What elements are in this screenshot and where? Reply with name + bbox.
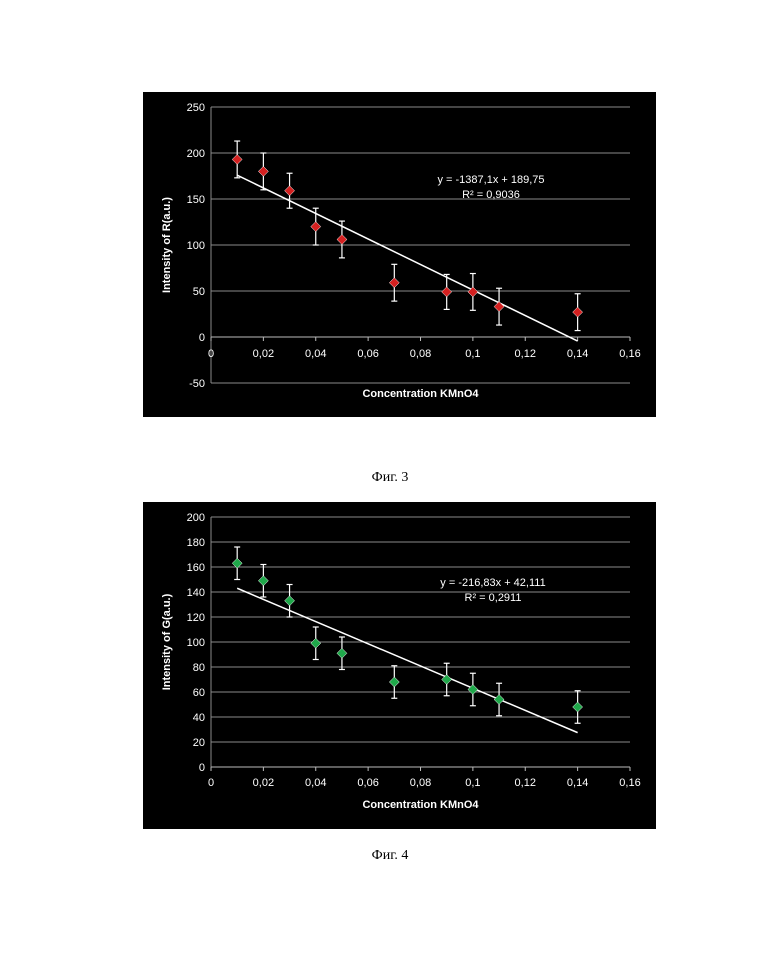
y-tick-label: 100 xyxy=(187,637,205,649)
x-tick-label: 0,02 xyxy=(253,777,274,789)
data-point xyxy=(494,302,504,312)
data-point xyxy=(311,638,321,648)
x-tick-label: 0,14 xyxy=(567,348,588,360)
x-tick-label: 0,04 xyxy=(305,777,326,789)
caption-fig4: Фиг. 4 xyxy=(0,848,780,864)
chart-fig3-svg: -50 0 50 100 150 200 250 0 0,02 0,04 0,06 0,08 0,1 0,… xyxy=(143,92,656,417)
y-axis-title: Intensity of G(a.u.) xyxy=(161,593,173,690)
chart-fig4: 0 20 40 60 80 100 120 140 160 180 200 0 0,02 0,04 0,06… xyxy=(143,502,656,829)
x-tick-label: 0,08 xyxy=(410,777,431,789)
y-tick-label: 200 xyxy=(187,148,205,160)
y-tick-label: 80 xyxy=(193,662,205,674)
y-tick-label: 0 xyxy=(199,762,205,774)
y-tick-label: 40 xyxy=(193,712,205,724)
y-tick-label: 0 xyxy=(199,332,205,344)
trendline-r2: R² = 0,2911 xyxy=(465,592,522,604)
x-axis-title: Concentration KMnO4 xyxy=(362,799,479,811)
data-point xyxy=(573,702,583,712)
data-point xyxy=(258,576,268,586)
data-point xyxy=(285,186,295,196)
x-tick-label: 0,16 xyxy=(619,348,640,360)
y-tick-label: 250 xyxy=(187,102,205,114)
trendline-equation: y = -1387,1x + 189,75 xyxy=(437,174,544,186)
x-tick-label: 0,06 xyxy=(357,777,378,789)
data-point xyxy=(389,677,399,687)
y-tick-label: 160 xyxy=(187,562,205,574)
x-tick-label: 0 xyxy=(208,348,214,360)
x-tick-label: 0,1 xyxy=(465,348,480,360)
x-tick-label: 0,14 xyxy=(567,777,588,789)
x-tick-label: 0,06 xyxy=(357,348,378,360)
data-point xyxy=(232,154,242,164)
data-point xyxy=(337,648,347,658)
data-point xyxy=(258,166,268,176)
y-tick-label: 100 xyxy=(187,240,205,252)
y-tick-label: 120 xyxy=(187,612,205,624)
x-tick-label: 0,1 xyxy=(465,777,480,789)
x-tick-label: 0,02 xyxy=(253,348,274,360)
data-point xyxy=(494,695,504,705)
y-tick-label: 150 xyxy=(187,194,205,206)
x-tick-label: 0,04 xyxy=(305,348,326,360)
data-point xyxy=(311,222,321,232)
y-tick-label: 140 xyxy=(187,587,205,599)
x-tick-label: 0,12 xyxy=(515,348,536,360)
y-tick-label: 50 xyxy=(193,286,205,298)
trendline xyxy=(237,175,577,341)
y-tick-label: 200 xyxy=(187,512,205,524)
data-point xyxy=(573,307,583,317)
x-axis-title: Concentration KMnO4 xyxy=(362,388,479,400)
trendline-equation: y = -216,83x + 42,111 xyxy=(440,577,545,589)
y-tick-label: 180 xyxy=(187,537,205,549)
data-point xyxy=(285,596,295,606)
data-point xyxy=(442,287,452,297)
trendline xyxy=(237,588,577,732)
trendline-r2: R² = 0,9036 xyxy=(462,189,520,201)
chart-fig4-svg: 0 20 40 60 80 100 120 140 160 180 200 0 0,02 0,04 0,06… xyxy=(143,502,656,829)
x-tick-label: 0 xyxy=(208,777,214,789)
data-point xyxy=(337,234,347,244)
y-tick-label: 20 xyxy=(193,737,205,749)
data-point xyxy=(389,278,399,288)
x-tick-label: 0,08 xyxy=(410,348,431,360)
chart-fig3: -50 0 50 100 150 200 250 0 0,02 0,04 0,06 0,08 0,1 0,… xyxy=(143,92,656,417)
y-tick-label: -50 xyxy=(189,378,205,390)
x-tick-label: 0,12 xyxy=(515,777,536,789)
y-axis-title: Intensity of R(a.u.) xyxy=(161,197,173,293)
x-tick-label: 0,16 xyxy=(619,777,640,789)
y-tick-label: 60 xyxy=(193,687,205,699)
caption-fig3: Фиг. 3 xyxy=(0,470,780,486)
